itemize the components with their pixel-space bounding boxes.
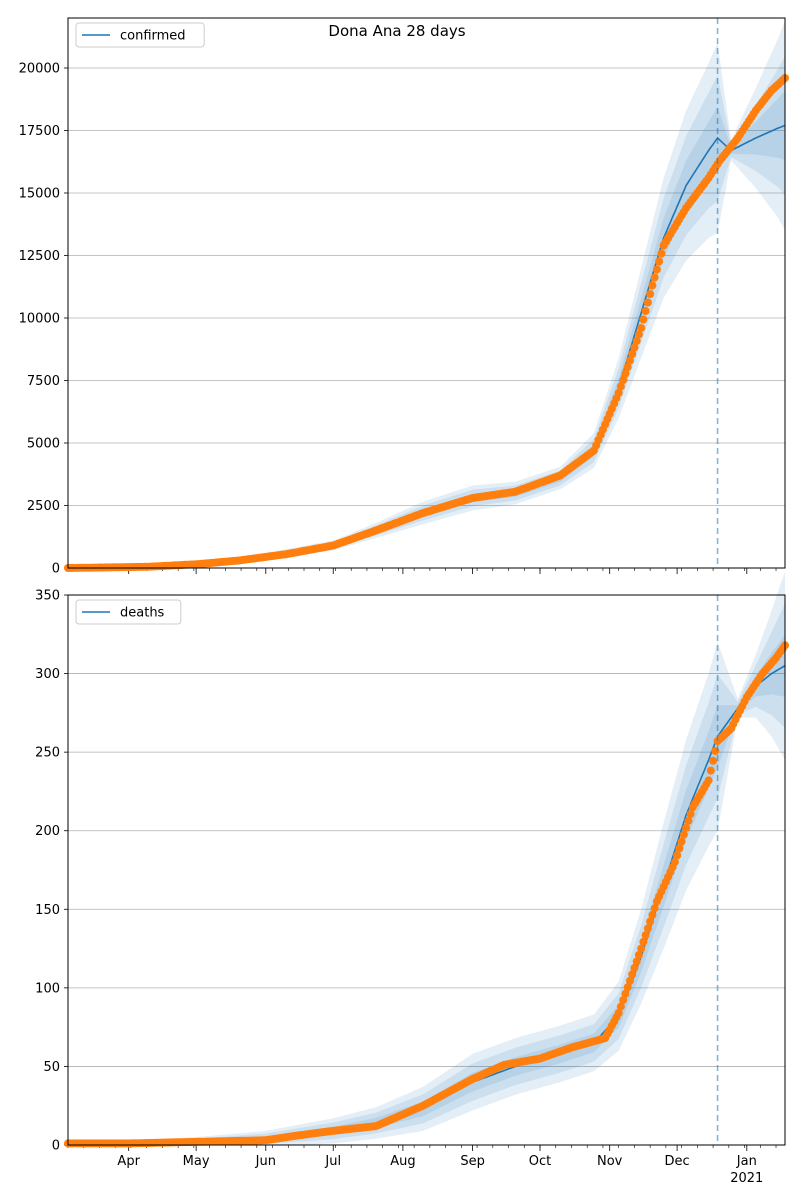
y-tick-label: 7500 (27, 374, 60, 389)
observed-point (632, 337, 641, 345)
observed-point (625, 976, 634, 985)
x-tick-label: Dec (665, 1154, 690, 1169)
observed-point (682, 823, 691, 832)
observed-point (616, 382, 625, 391)
y-tick-label: 0 (52, 562, 60, 577)
observed-point (643, 924, 652, 933)
legend-label: confirmed (120, 29, 186, 44)
y-tick-label: 0 (52, 1139, 60, 1154)
observed-point (634, 951, 643, 959)
observed-point (641, 931, 650, 940)
y-tick-label: 15000 (19, 187, 60, 202)
y-tick-label: 200 (35, 824, 60, 839)
forecast-band-1 (68, 20, 785, 568)
observed-point (616, 1002, 625, 1011)
y-tick-label: 5000 (27, 437, 60, 452)
y-tick-label: 20000 (19, 62, 60, 77)
observed-point (628, 350, 637, 358)
observed-point (630, 963, 639, 972)
observed-point (706, 766, 715, 775)
axes-frame (67, 594, 786, 1146)
observed-point (639, 315, 648, 324)
x-tick-label: Oct (529, 1154, 551, 1169)
observed-point (675, 844, 684, 853)
observed-point (625, 356, 634, 365)
observed-point (639, 937, 648, 946)
x-tick-label: Apr (117, 1154, 140, 1169)
x-tick-label: Jul (324, 1154, 341, 1169)
y-tick-label: 350 (35, 589, 60, 604)
observed-point (657, 249, 666, 258)
observed-point (614, 389, 623, 397)
observed-point (686, 810, 695, 818)
x-tick-label: Jan (736, 1154, 757, 1169)
y-tick-label: 17500 (19, 124, 60, 139)
x-tick-label: Nov (597, 1154, 623, 1169)
deaths-panel: 0 50 100 150 200 250 300 350 Apr May Jun Jul Aug Sep O… (35, 571, 789, 1186)
y-tick-label: 250 (35, 746, 60, 761)
y-tick-label: 10000 (19, 312, 60, 327)
forecast-band-2 (68, 56, 785, 568)
x-tick-year: 2021 (730, 1171, 763, 1186)
x-tick-label: Jun (255, 1154, 276, 1169)
observed-point (643, 298, 652, 307)
observed-point (646, 290, 655, 298)
observed-point (619, 376, 628, 384)
observed-point (648, 910, 657, 919)
y-tick-label: 100 (35, 981, 60, 996)
observed-point (619, 996, 628, 1005)
observed-point (679, 830, 688, 839)
observed-point (632, 957, 641, 966)
observed-point (670, 858, 679, 867)
observed-point (650, 904, 659, 913)
observed-point (637, 944, 646, 953)
observed-point (634, 330, 643, 339)
observed-point (709, 756, 718, 765)
observed-point (623, 363, 632, 371)
chart-title: Dona Ana 28 days (328, 22, 465, 40)
y-tick-label: 150 (35, 903, 60, 918)
y-tick-label: 300 (35, 667, 60, 682)
y-tick-label: 50 (43, 1060, 60, 1075)
observed-point (655, 257, 664, 266)
observed-point (614, 1009, 623, 1017)
axes-frame (67, 17, 786, 569)
forecast-band-3 (68, 90, 785, 569)
observed-point (630, 343, 639, 352)
y-tick-label: 2500 (27, 499, 60, 514)
confirmed-panel: 0 2500 5000 7500 10000 12500 15000 17500 20000 co… (19, 17, 789, 577)
observed-point (641, 307, 650, 315)
observed-point (623, 983, 632, 992)
observed-point (621, 989, 630, 998)
legend-box (75, 22, 205, 48)
observed-point (628, 970, 637, 979)
x-tick-label: Aug (390, 1154, 415, 1169)
forecast-band-2 (68, 603, 785, 1145)
observed-point (637, 324, 646, 332)
observed-point (684, 816, 693, 825)
observed-point (673, 851, 682, 860)
observed-point (621, 369, 630, 378)
legend-box (75, 599, 182, 625)
observed-point (648, 281, 657, 290)
observed-point (652, 265, 661, 274)
observed-point (646, 917, 655, 926)
y-tick-label: 12500 (19, 249, 60, 264)
x-tick-label: Sep (460, 1154, 485, 1169)
observed-point (650, 273, 659, 282)
forecast-band-1 (68, 571, 785, 1145)
observed-point (704, 776, 713, 785)
legend-label: deaths (120, 606, 165, 621)
x-tick-label: May (183, 1154, 210, 1169)
observed-point (677, 837, 686, 846)
